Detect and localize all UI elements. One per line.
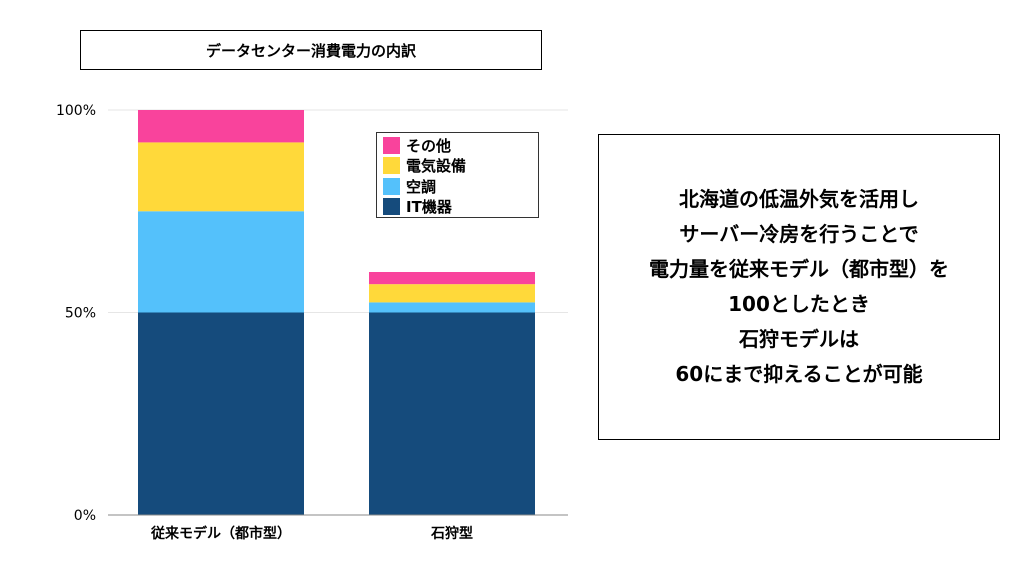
bar-segment bbox=[138, 142, 304, 212]
note-line: 電力量を従来モデル（都市型）を bbox=[649, 257, 949, 281]
note-line: 北海道の低温外気を活用し bbox=[679, 187, 919, 211]
stacked-bar-chart: 0% 50% 100% 従来モデル（都市型） 石狩型 bbox=[56, 103, 568, 542]
legend-label: 空調 bbox=[406, 177, 437, 196]
legend-item: IT機器 bbox=[383, 197, 532, 218]
y-tick-label: 100% bbox=[56, 103, 96, 119]
legend-item: 空調 bbox=[383, 176, 532, 197]
bar-segment bbox=[138, 211, 304, 313]
legend-swatch bbox=[383, 136, 400, 154]
legend-swatch bbox=[383, 157, 400, 175]
legend-label: その他 bbox=[406, 136, 452, 155]
note-line: 100としたとき bbox=[728, 292, 870, 316]
x-tick-label: 従来モデル（都市型） bbox=[150, 525, 291, 542]
bar-segment bbox=[369, 272, 535, 285]
bar-segment bbox=[369, 284, 535, 303]
bar-segment bbox=[138, 312, 304, 515]
chart-legend: その他電気設備 空調 IT機器 bbox=[376, 132, 539, 218]
bar-segment bbox=[369, 302, 535, 313]
note-box: 北海道の低温外気を活用し サーバー冷房を行うことで電力量を従来モデル（都市型）を 1… bbox=[598, 134, 1000, 440]
x-tick-label: 石狩型 bbox=[430, 525, 473, 542]
chart-title: データセンター消費電力の内訳 bbox=[80, 30, 542, 70]
bar-segment bbox=[369, 312, 535, 515]
legend-item: その他 bbox=[383, 135, 532, 156]
note-line: サーバー冷房を行うことで bbox=[679, 222, 919, 246]
note-line: 60にまで抑えることが可能 bbox=[675, 362, 923, 386]
y-tick-label: 0% bbox=[74, 508, 96, 524]
legend-label: 電気設備 bbox=[406, 157, 467, 176]
legend-swatch bbox=[383, 198, 400, 216]
legend-swatch bbox=[383, 177, 400, 195]
legend-label: IT機器 bbox=[406, 198, 452, 217]
y-tick-label: 50% bbox=[65, 306, 96, 322]
note-line: 石狩モデルは bbox=[739, 327, 859, 351]
bar-segment bbox=[138, 110, 304, 143]
legend-item: 電気設備 bbox=[383, 156, 532, 177]
